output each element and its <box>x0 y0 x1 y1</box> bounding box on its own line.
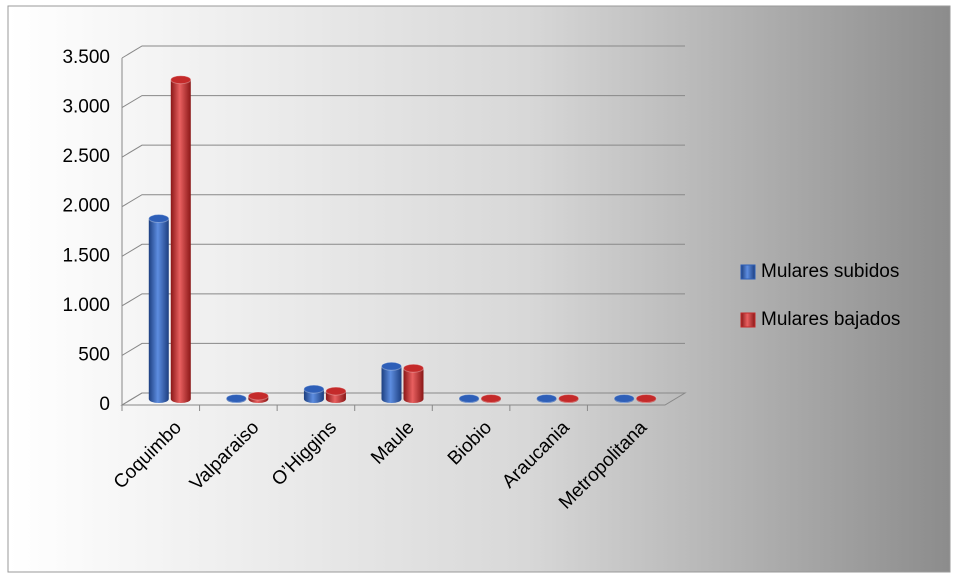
y-tick-label: 1.000 <box>62 295 110 316</box>
y-tick-label: 2.000 <box>62 196 110 217</box>
y-tick-label: 500 <box>78 344 110 365</box>
grid-line <box>121 243 685 257</box>
bar <box>170 75 192 403</box>
y-tick-label: 3.000 <box>62 97 110 118</box>
bar <box>148 214 170 403</box>
bar <box>480 394 502 404</box>
bar <box>247 391 269 403</box>
bar <box>381 361 402 403</box>
legend-label: Mulares subidos <box>761 261 899 282</box>
bar-body <box>303 389 324 403</box>
legend-swatch <box>740 264 756 280</box>
bar-top <box>458 394 480 404</box>
bar <box>536 394 558 404</box>
grid-line <box>121 293 685 307</box>
grid-line <box>121 95 685 108</box>
y-tick-label: 2.500 <box>62 146 110 167</box>
bar <box>325 386 347 403</box>
legend-swatch <box>740 312 756 328</box>
bar-top <box>613 394 635 404</box>
bar-top <box>403 363 424 373</box>
bar-top <box>225 394 247 404</box>
bar <box>635 394 657 404</box>
bar-top <box>536 394 558 404</box>
bar <box>458 394 480 404</box>
grid-line <box>121 194 685 208</box>
grid-line <box>121 392 685 406</box>
y-tick-label: 3.500 <box>62 47 110 68</box>
bar <box>303 384 325 403</box>
bar-top <box>635 394 657 404</box>
bar-body <box>148 218 169 403</box>
bar-body <box>170 79 191 403</box>
bar-body <box>381 366 402 403</box>
bar-top <box>170 75 192 85</box>
y-tick-label: 1.500 <box>62 245 110 266</box>
grid-line <box>121 342 685 356</box>
bar <box>225 394 247 404</box>
bar-top <box>480 394 502 404</box>
grid-line <box>121 144 685 158</box>
bar-body <box>403 368 424 403</box>
bar-top <box>148 214 170 224</box>
bar <box>613 394 635 404</box>
legend-label: Mulares bajados <box>761 309 900 330</box>
bar-top <box>247 391 269 401</box>
grid-line <box>121 45 685 59</box>
bar <box>558 394 580 404</box>
bar-top <box>303 384 325 394</box>
bar-top <box>558 394 580 404</box>
y-tick-label: 0 <box>99 394 110 415</box>
bar-top <box>325 386 347 396</box>
bar-top <box>381 361 402 371</box>
bar <box>403 363 424 403</box>
